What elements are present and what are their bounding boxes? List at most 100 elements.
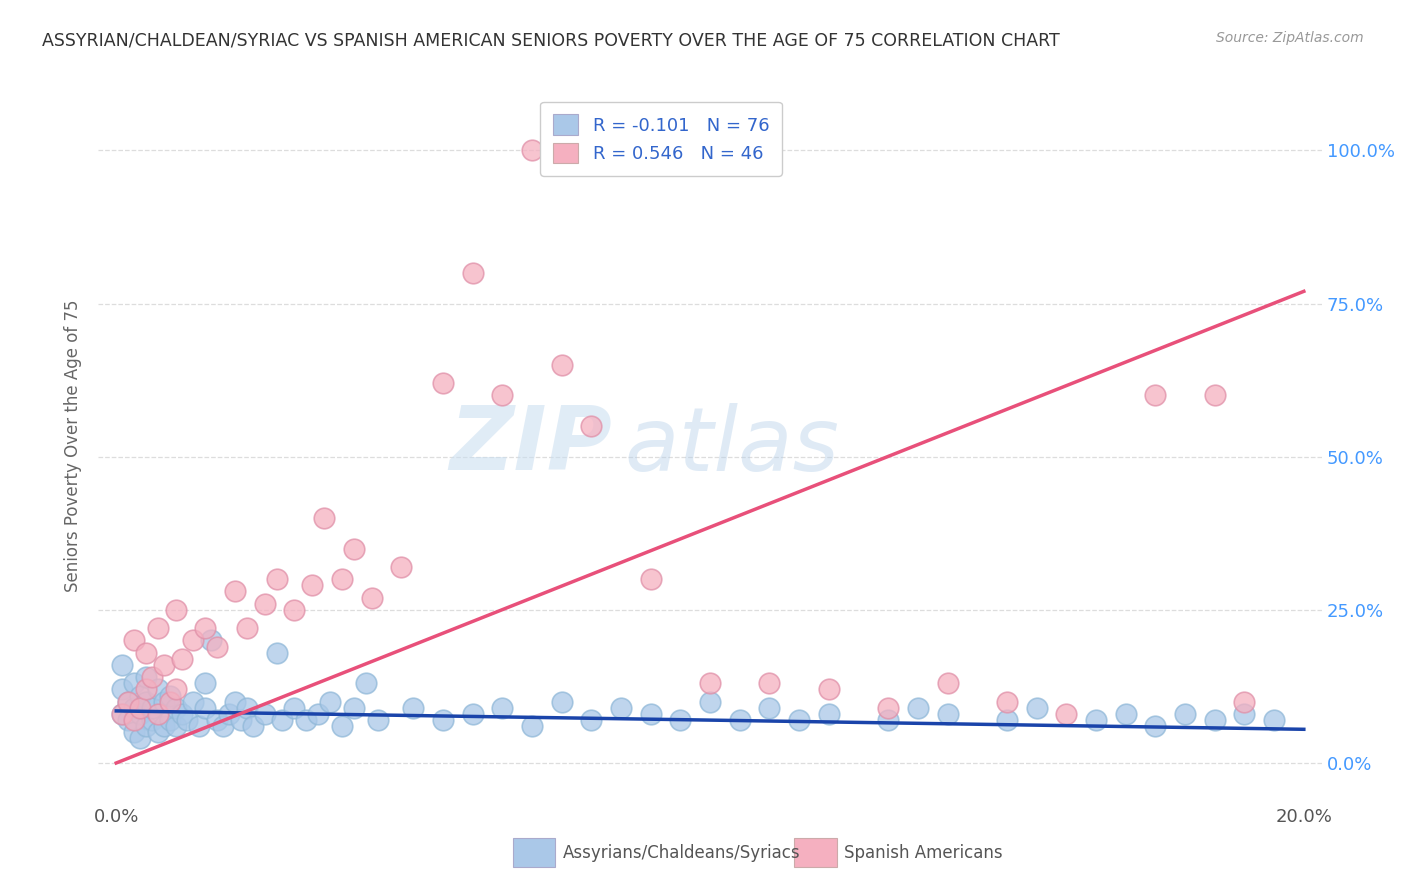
Point	[877, 701, 900, 715]
Point	[307, 706, 329, 721]
Point	[236, 701, 259, 715]
Point	[271, 713, 294, 727]
Point	[266, 646, 288, 660]
Point	[550, 695, 572, 709]
Point	[520, 144, 543, 158]
Text: Spanish Americans: Spanish Americans	[844, 844, 1002, 862]
Point	[117, 713, 139, 727]
Point	[699, 676, 721, 690]
Point	[146, 725, 169, 739]
Text: ASSYRIAN/CHALDEAN/SYRIAC VS SPANISH AMERICAN SENIORS POVERTY OVER THE AGE OF 75 : ASSYRIAN/CHALDEAN/SYRIAC VS SPANISH AMER…	[42, 31, 1060, 49]
Point	[936, 706, 959, 721]
Point	[122, 633, 145, 648]
Point	[283, 603, 305, 617]
Point	[319, 695, 342, 709]
Point	[699, 695, 721, 709]
Point	[301, 578, 323, 592]
Point	[1204, 713, 1226, 727]
Point	[205, 640, 228, 654]
Point	[581, 419, 603, 434]
Point	[236, 621, 259, 635]
Point	[146, 621, 169, 635]
Point	[146, 682, 169, 697]
Point	[1263, 713, 1285, 727]
Point	[135, 646, 157, 660]
Point	[165, 701, 187, 715]
Point	[111, 706, 134, 721]
Point	[461, 706, 484, 721]
Point	[194, 621, 217, 635]
Point	[146, 706, 169, 721]
Point	[550, 358, 572, 372]
Point	[141, 701, 163, 715]
Point	[995, 713, 1018, 727]
Point	[129, 731, 152, 746]
Point	[1115, 706, 1137, 721]
Point	[165, 682, 187, 697]
Point	[520, 719, 543, 733]
Point	[461, 266, 484, 280]
Point	[312, 511, 335, 525]
Point	[111, 657, 134, 672]
Point	[1233, 695, 1256, 709]
Point	[242, 719, 264, 733]
Point	[159, 689, 181, 703]
Point	[1233, 706, 1256, 721]
Point	[330, 719, 353, 733]
Point	[354, 676, 377, 690]
Point	[936, 676, 959, 690]
Point	[640, 572, 662, 586]
Point	[581, 713, 603, 727]
Point	[1025, 701, 1047, 715]
Point	[787, 713, 810, 727]
Point	[141, 670, 163, 684]
Point	[141, 713, 163, 727]
Point	[218, 706, 240, 721]
Text: atlas: atlas	[624, 403, 839, 489]
Point	[200, 633, 222, 648]
Point	[111, 682, 134, 697]
Text: Source: ZipAtlas.com: Source: ZipAtlas.com	[1216, 31, 1364, 45]
Point	[758, 701, 780, 715]
Point	[343, 541, 366, 556]
Point	[188, 719, 211, 733]
Point	[1054, 706, 1077, 721]
Text: Assyrians/Chaldeans/Syriacs: Assyrians/Chaldeans/Syriacs	[562, 844, 800, 862]
Point	[212, 719, 235, 733]
Point	[669, 713, 692, 727]
Point	[194, 676, 217, 690]
Point	[152, 719, 174, 733]
Point	[111, 706, 134, 721]
Point	[1144, 388, 1167, 402]
Point	[176, 713, 198, 727]
Point	[122, 725, 145, 739]
Point	[152, 657, 174, 672]
Point	[877, 713, 900, 727]
Point	[122, 713, 145, 727]
Point	[152, 695, 174, 709]
Point	[995, 695, 1018, 709]
Point	[229, 713, 252, 727]
Point	[817, 706, 839, 721]
Point	[159, 695, 181, 709]
Point	[491, 701, 513, 715]
Point	[122, 701, 145, 715]
Point	[758, 676, 780, 690]
Point	[122, 676, 145, 690]
Point	[432, 713, 454, 727]
Point	[1204, 388, 1226, 402]
Point	[183, 633, 205, 648]
Point	[159, 713, 181, 727]
Point	[817, 682, 839, 697]
Point	[129, 689, 152, 703]
Point	[135, 719, 157, 733]
Point	[266, 572, 288, 586]
Point	[194, 701, 217, 715]
Point	[129, 701, 152, 715]
Point	[330, 572, 353, 586]
Point	[253, 597, 276, 611]
Point	[1085, 713, 1108, 727]
Point	[135, 682, 157, 697]
Point	[253, 706, 276, 721]
Point	[389, 560, 412, 574]
